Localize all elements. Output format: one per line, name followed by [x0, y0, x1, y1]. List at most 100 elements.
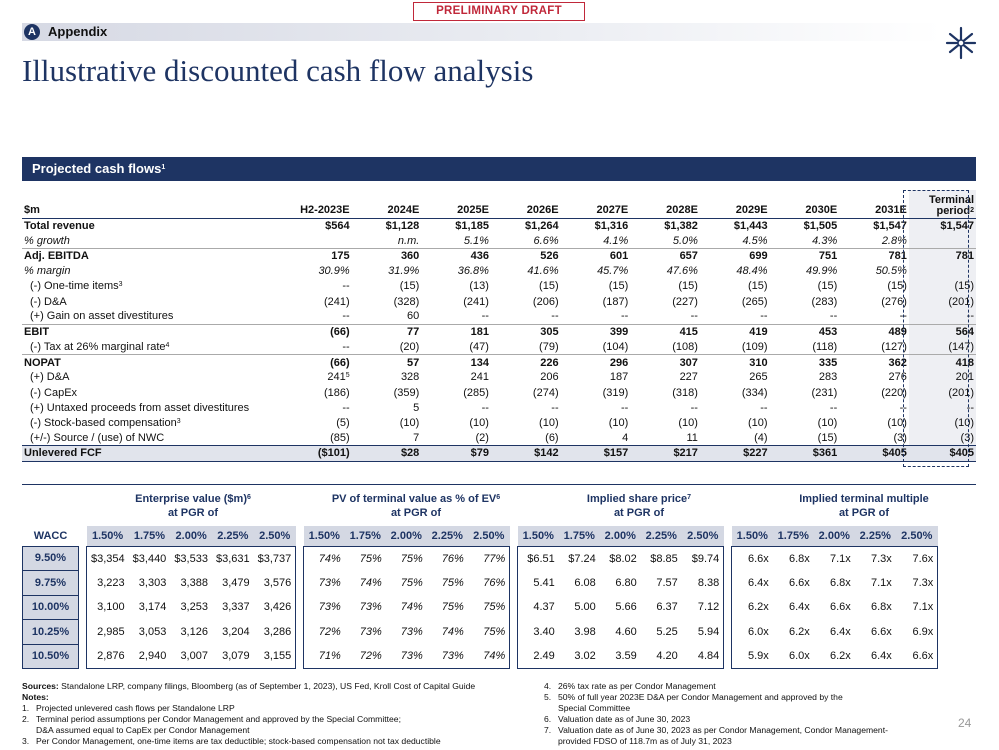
sensitivity-value: 77%	[467, 545, 511, 571]
row-value: $157	[560, 445, 631, 462]
terminal-period-header: Terminal period2	[908, 190, 976, 219]
pgr-rate: 2.00%	[385, 526, 427, 546]
row-value-text: 187	[609, 371, 629, 384]
row-note: 3	[118, 281, 123, 289]
row-value-text: (4)	[754, 431, 768, 444]
row-label-text: Unlevered FCF	[24, 447, 102, 460]
row-value-text: --	[551, 401, 559, 414]
row-value: --	[630, 309, 700, 324]
row-value-text: $1,505	[803, 219, 838, 232]
pgr-rate: 2.50%	[681, 526, 724, 546]
sensitivity-value: 6.80	[615, 576, 637, 589]
wacc-rate: 10.25%	[22, 619, 79, 645]
panel-title-note: 1	[161, 164, 166, 171]
row-value: (276)	[839, 294, 909, 309]
sensitivity-value: 74%	[303, 545, 345, 571]
pgr-rate: 2.50%	[467, 526, 510, 546]
row-value-text: 41.6%	[527, 265, 559, 278]
row-value-text: (285)	[463, 386, 489, 399]
sensitivity-value: 5.9x	[731, 644, 773, 669]
group-title-text: PV of terminal value as % of EV	[331, 493, 497, 505]
row-value: 6.6%	[491, 233, 561, 248]
row-value: (10)	[700, 415, 770, 430]
row-value: 49.9%	[770, 264, 840, 279]
row-value-text: --	[690, 401, 698, 414]
row-value-text: --	[342, 340, 350, 353]
sensitivity-value: 7.57	[656, 576, 678, 589]
group-gap	[509, 619, 518, 644]
group-gap	[723, 570, 732, 595]
sources-label: Sources:	[22, 681, 59, 691]
row-value-text: (13)	[469, 280, 489, 293]
divider	[22, 484, 976, 485]
period-header: 2026E	[490, 190, 561, 219]
row-value: 241	[421, 370, 491, 385]
section-bar	[22, 23, 942, 41]
group-subtitle: at PGR of	[390, 507, 442, 519]
pgr-rate: 2.25%	[640, 526, 682, 546]
sensitivity-value: 3,303	[138, 576, 167, 589]
row-value-text: (47)	[469, 340, 489, 353]
row-value-text: 57	[407, 356, 420, 369]
sensitivity-value: 75%	[344, 545, 386, 571]
sensitivity-value: 5.94	[681, 619, 725, 644]
row-value: 60	[352, 309, 422, 324]
sensitivity-value: 2.49	[517, 644, 559, 669]
cash-flow-row: (+/-) Source / (use) of NWC (85) 7 (2) (6) 4 1…	[22, 430, 976, 446]
sensitivity-value: 2,876	[85, 644, 129, 669]
row-value-text: 4	[622, 431, 629, 444]
pgr-rate: 1.75%	[558, 526, 600, 546]
row-value: 206	[491, 370, 561, 385]
row-value: 751	[769, 247, 840, 264]
sensitivity-value: 3,100	[85, 595, 129, 620]
row-value-text: 415	[679, 326, 698, 339]
footnote-number: 6.	[544, 714, 552, 724]
pgr-rate: 1.75%	[128, 526, 171, 546]
row-label: % growth	[22, 233, 282, 248]
row-value: 175	[281, 247, 352, 264]
row-value: --	[491, 309, 561, 324]
sensitivity-value: 2,940	[128, 644, 171, 669]
cash-flow-row: (-) Tax at 26% marginal rate4 -- (20) (47) (…	[22, 339, 976, 355]
sensitivity-value: 3,576	[253, 570, 297, 595]
sensitivity-value: 74%	[441, 625, 464, 638]
row-value: $1,505	[769, 217, 840, 234]
row-value: (328)	[352, 294, 422, 309]
row-value: 657	[630, 247, 700, 264]
sensitivity-value: 2,985	[85, 619, 129, 644]
wacc-row: 10.00% 3,100 3,174 3,253 3,337 3,426 73% 73% 74%…	[22, 594, 939, 620]
row-value: (10)	[630, 415, 700, 430]
pgr-rate: 2.00%	[599, 526, 641, 546]
row-value: 45.7%	[561, 264, 631, 279]
footnote-number: 2.	[22, 714, 30, 724]
row-value: --	[700, 309, 770, 324]
row-value-text: 751	[818, 250, 838, 263]
row-value-text: 60	[407, 310, 420, 323]
row-value: (3)	[839, 431, 909, 446]
row-value-text: --	[342, 310, 350, 323]
row-value: (15)	[839, 279, 909, 294]
row-value-text: --	[620, 401, 629, 414]
row-value: 419	[699, 323, 770, 340]
row-value-text: (15)	[399, 280, 420, 293]
group-gap	[295, 595, 304, 620]
row-value-text: 47.6%	[666, 265, 698, 278]
group-gap	[509, 546, 518, 571]
row-value-text: (109)	[741, 340, 768, 353]
row-value-text: (10)	[817, 417, 838, 430]
row-value: 57	[351, 354, 422, 370]
row-value: (15)	[700, 279, 770, 294]
row-value-text: (127)	[881, 340, 907, 353]
row-value: 399	[560, 323, 631, 340]
sensitivity-value: 6.4x	[854, 644, 896, 669]
row-value-text: $1,443	[733, 219, 768, 232]
row-label-text: EBIT	[24, 326, 50, 339]
row-value: (227)	[630, 294, 700, 309]
row-value-text: (220)	[881, 386, 907, 399]
row-value-text: (2)	[475, 431, 489, 444]
section-badge: A	[24, 24, 40, 40]
sensitivity-value: 74%	[359, 576, 382, 589]
row-value-text: 4.3%	[812, 234, 838, 247]
sensitivity-value: 5.41	[517, 570, 559, 595]
row-label-text: (-) Stock-based compensation	[30, 417, 177, 430]
